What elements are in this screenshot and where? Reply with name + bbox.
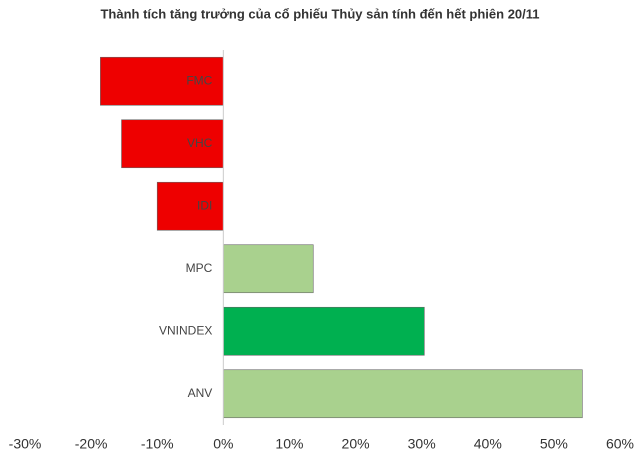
bar	[156, 181, 224, 231]
category-label: VHC	[187, 136, 213, 150]
category-label: VNINDEX	[159, 323, 212, 337]
bar	[223, 369, 583, 419]
bar	[121, 119, 224, 169]
x-tick-label: -30%	[9, 436, 42, 452]
x-tick-label: -20%	[75, 436, 108, 452]
bar	[223, 306, 425, 356]
x-tick-label: -10%	[141, 436, 174, 452]
category-label: IDI	[197, 198, 212, 212]
x-tick-label: 0%	[213, 436, 233, 452]
x-tick-label: 30%	[408, 436, 436, 452]
x-tick-label: 10%	[275, 436, 303, 452]
category-label: FMC	[186, 73, 212, 87]
x-tick-label: 50%	[540, 436, 568, 452]
bar	[223, 244, 314, 294]
category-label: ANV	[188, 386, 213, 400]
category-label: MPC	[186, 261, 213, 275]
x-tick-label: 20%	[342, 436, 370, 452]
x-tick-label: 40%	[474, 436, 502, 452]
bar	[100, 56, 224, 106]
chart-title: Thành tích tăng trưởng của cổ phiếu Thủy…	[100, 6, 539, 21]
x-tick-label: 60%	[606, 436, 634, 452]
